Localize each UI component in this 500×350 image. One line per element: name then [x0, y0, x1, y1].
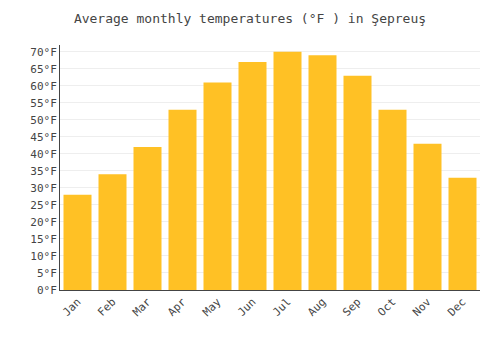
svg-text:65°F: 65°F	[30, 63, 57, 76]
svg-text:Apr: Apr	[165, 295, 189, 319]
svg-text:Sep: Sep	[340, 296, 363, 319]
svg-text:Jun: Jun	[235, 296, 258, 319]
svg-text:Jan: Jan	[60, 296, 83, 319]
svg-text:Aug: Aug	[305, 296, 328, 319]
svg-text:55°F: 55°F	[30, 97, 57, 110]
svg-text:45°F: 45°F	[30, 131, 57, 144]
svg-text:May: May	[200, 295, 224, 319]
svg-text:20°F: 20°F	[30, 216, 57, 229]
svg-text:70°F: 70°F	[30, 46, 57, 59]
svg-text:50°F: 50°F	[30, 114, 57, 127]
svg-text:40°F: 40°F	[30, 148, 57, 161]
svg-text:Oct: Oct	[375, 296, 398, 319]
svg-text:5°F: 5°F	[37, 267, 57, 280]
svg-text:25°F: 25°F	[30, 199, 57, 212]
svg-text:Average monthly temperatures (: Average monthly temperatures (°F ) in Şe…	[74, 11, 426, 26]
svg-text:Mar: Mar	[130, 295, 154, 319]
svg-text:0°F: 0°F	[37, 284, 57, 297]
svg-text:15°F: 15°F	[30, 233, 57, 246]
svg-text:10°F: 10°F	[30, 250, 57, 263]
svg-text:Jul: Jul	[270, 296, 293, 319]
svg-text:30°F: 30°F	[30, 182, 57, 195]
svg-text:35°F: 35°F	[30, 165, 57, 178]
svg-text:Nov: Nov	[410, 295, 434, 319]
svg-text:Feb: Feb	[95, 296, 118, 319]
svg-text:Dec: Dec	[445, 296, 468, 319]
svg-text:60°F: 60°F	[30, 80, 57, 93]
